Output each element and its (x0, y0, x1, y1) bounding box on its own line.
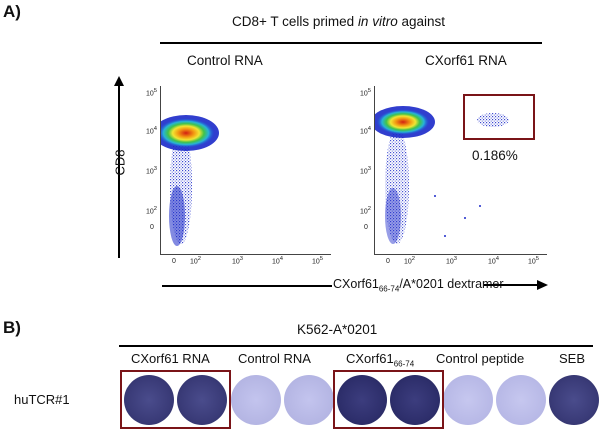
row-label-hutcr1: huTCR#1 (14, 392, 70, 407)
x-tick-1e4-right: 104 (488, 256, 500, 266)
header-text-post: against (397, 14, 445, 29)
x-axis-arrow (484, 280, 548, 290)
x-tick-1e3-left: 103 (232, 256, 244, 266)
flow-plot-control (153, 86, 331, 255)
x-tick-0-left: 0 (172, 258, 176, 265)
x-tick-0-right: 0 (386, 258, 390, 265)
panel-a-label: A) (3, 2, 21, 21)
panel-a-header-rule (160, 42, 542, 44)
y-tick-0-right: 0 (364, 224, 368, 231)
x-tick-1e2-left: 102 (190, 256, 202, 266)
condition-label-seb: SEB (559, 351, 586, 366)
elispot-well-cxorf61-peptide-2 (390, 375, 440, 425)
y-tick-1e3-right: 103 (360, 166, 372, 176)
y-tick-1e2: 102 (146, 206, 158, 216)
condition-label-control-rna: Control RNA (238, 351, 311, 366)
positive-box-cxorf61-rna (120, 370, 231, 429)
y-axis-arrow (114, 76, 124, 258)
plot-title-left: Control RNA (187, 53, 263, 68)
x-tick-1e5-right: 105 (528, 256, 540, 266)
positive-box-cxorf61-peptide (333, 370, 444, 429)
flow-density-control (153, 115, 219, 246)
condition-label-control-peptide: Control peptide (436, 351, 525, 366)
elispot-well-control-rna-2 (284, 375, 334, 425)
y-tick-1e5-right: 105 (360, 88, 372, 98)
condition-label-cxorf61-rna: CXorf61 RNA (131, 351, 210, 366)
y-tick-1e3: 103 (146, 166, 158, 176)
elispot-well-cxorf61-rna-2 (177, 375, 227, 425)
x-tick-1e5-left: 105 (312, 256, 324, 266)
panel-b-header-rule (119, 345, 593, 347)
x-axis-label: CXorf6166-74/A*0201 dextramer (333, 277, 504, 294)
y-axis-label: CD8 (112, 149, 128, 176)
elispot-well-control-rna-1 (231, 375, 281, 425)
y-tick-1e5: 105 (146, 88, 158, 98)
x-tick-1e3-right: 103 (446, 256, 458, 266)
elispot-well-control-peptide-1 (443, 375, 493, 425)
plot-title-right: CXorf61 RNA (425, 53, 507, 68)
panel-a-header: CD8+ T cells primed in vitro against (232, 14, 445, 29)
condition-label-cxorf61-peptide: CXorf6166-74 (346, 351, 415, 369)
x-tick-1e4-left: 104 (272, 256, 284, 266)
elispot-well-seb (549, 375, 599, 425)
y-tick-1e2-right: 102 (360, 206, 372, 216)
header-text-em: in vitro (357, 14, 398, 29)
elispot-well-cxorf61-peptide-1 (337, 375, 387, 425)
gate-percentage: 0.186% (472, 148, 518, 163)
panel-b-header: K562-A*0201 (297, 322, 378, 337)
y-tick-1e4: 104 (146, 126, 158, 136)
y-tick-1e4-right: 104 (360, 126, 372, 136)
x-tick-1e2-right: 102 (404, 256, 416, 266)
flow-density-cxorf61 (371, 106, 509, 244)
panel-b-label: B) (3, 318, 21, 337)
elispot-well-control-peptide-2 (496, 375, 546, 425)
y-tick-0: 0 (150, 224, 154, 231)
dextramer-positive-gate (463, 94, 535, 140)
flow-plot-cxorf61 (371, 86, 547, 255)
header-text-pre: CD8+ T cells primed (232, 14, 358, 29)
elispot-well-cxorf61-rna-1 (124, 375, 174, 425)
x-axis-rule (162, 285, 332, 287)
